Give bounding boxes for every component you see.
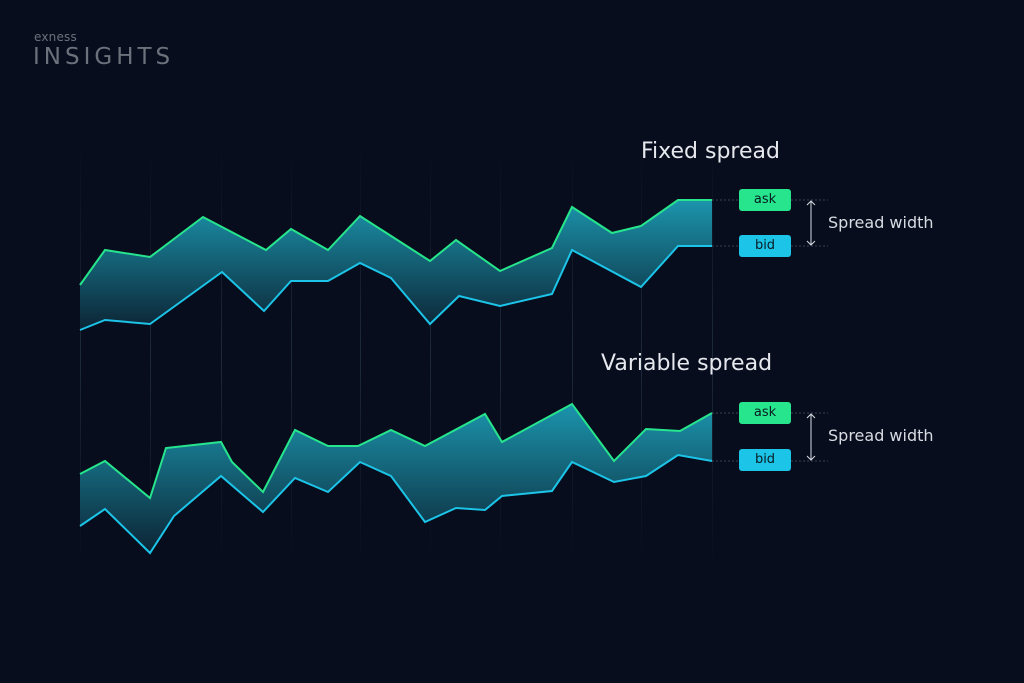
variable-bid-tag: bid: [739, 449, 791, 471]
arrow-down-icon: [806, 240, 816, 246]
gridline: [360, 140, 361, 570]
variable-bid-line: [79, 453, 713, 555]
fixed-spread-width-label: Spread width: [828, 213, 934, 232]
variable-spread-area: [80, 404, 712, 553]
arrow-up-icon: [806, 413, 816, 419]
gridline: [291, 140, 292, 570]
gridline: [150, 140, 151, 570]
arrow-up-icon: [806, 200, 816, 206]
variable-ask-line: [79, 402, 713, 500]
gridline: [80, 140, 81, 570]
fixed-spread-title: Fixed spread: [641, 139, 780, 164]
variable-spread-width-label: Spread width: [828, 426, 934, 445]
gridline: [641, 140, 642, 570]
variable-ask-tag: ask: [739, 402, 791, 424]
fixed-bid-tag: bid: [739, 235, 791, 257]
gridline: [572, 140, 573, 570]
arrow-down-icon: [806, 455, 816, 461]
logo-insights: INSIGHTS: [33, 44, 175, 70]
gridline: [221, 140, 222, 570]
gridline: [500, 140, 501, 570]
logo-exness: exness: [34, 30, 77, 44]
fixed-spread-area: [80, 200, 712, 330]
gridline: [712, 140, 713, 570]
fixed-ask-tag: ask: [739, 189, 791, 211]
fixed-bid-line: [79, 245, 712, 331]
gridline: [430, 140, 431, 570]
fixed-ask-line: [79, 199, 712, 286]
variable-spread-title: Variable spread: [601, 351, 773, 376]
